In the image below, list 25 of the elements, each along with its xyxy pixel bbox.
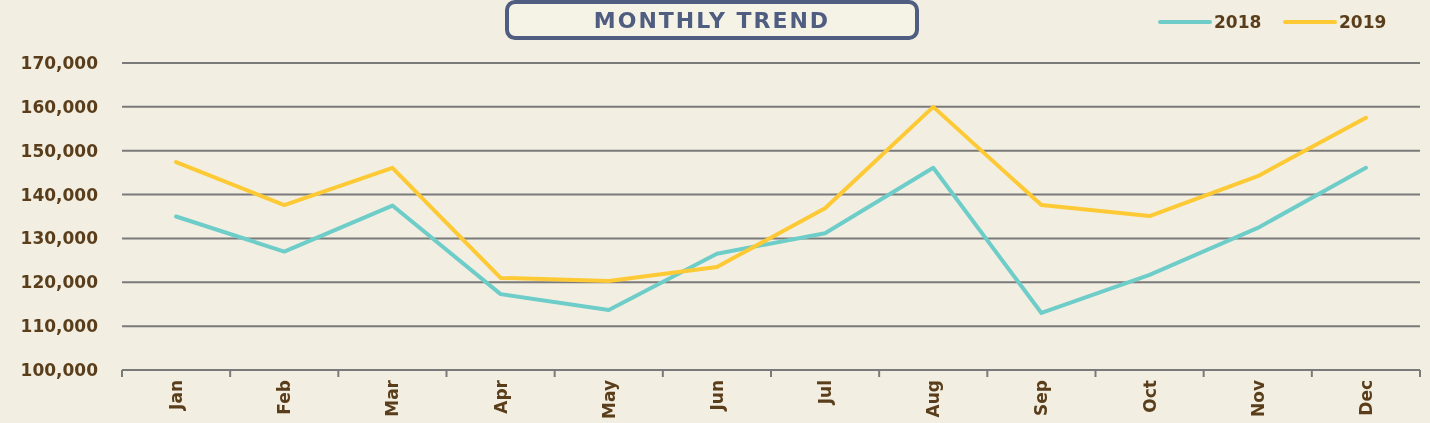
- x-tick-label: Mar: [382, 379, 403, 417]
- y-tick-label: 100,000: [20, 359, 99, 380]
- y-tick-label: 160,000: [20, 96, 99, 117]
- x-tick-label: Dec: [1355, 380, 1376, 416]
- x-tick-label: Sep: [1031, 380, 1052, 416]
- legend-label: 2019: [1339, 11, 1387, 32]
- x-tick-label: Jul: [815, 380, 836, 406]
- x-tick-label: Jan: [166, 380, 187, 411]
- line-series: [174, 104, 1368, 283]
- x-tick-label: Oct: [1139, 380, 1160, 413]
- x-tick-label: Nov: [1247, 380, 1268, 417]
- x-tick-label: Jun: [706, 380, 727, 412]
- y-tick-label: 150,000: [20, 140, 99, 161]
- x-tick-label: Aug: [923, 380, 944, 418]
- x-tick-label: May: [598, 380, 619, 419]
- x-tick-label: Feb: [274, 380, 295, 415]
- chart-title: MONTHLY TREND: [593, 8, 831, 33]
- y-tick-label: 130,000: [20, 228, 99, 249]
- legend-label: 2018: [1214, 11, 1262, 32]
- y-tick-label: 140,000: [20, 184, 99, 205]
- y-tick-label: 170,000: [20, 52, 99, 73]
- line-series: [174, 165, 1368, 315]
- x-tick-label: Apr: [490, 379, 511, 414]
- y-tick-label: 110,000: [20, 316, 99, 337]
- y-tick-label: 120,000: [20, 272, 99, 293]
